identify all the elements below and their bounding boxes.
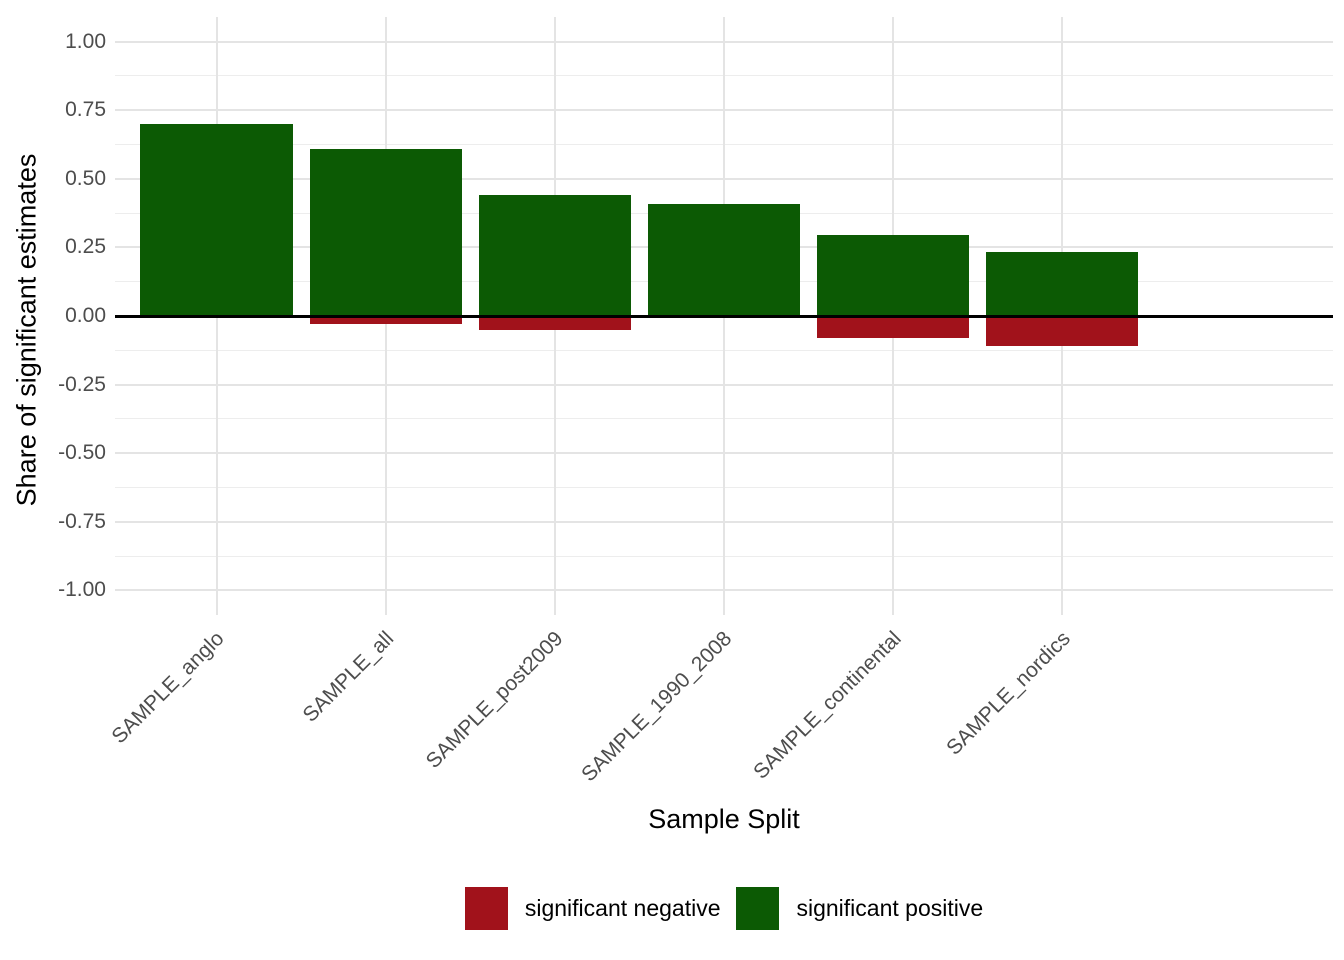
- y-tick-label: -0.75: [58, 509, 106, 533]
- y-tick-label: 0.00: [65, 304, 106, 327]
- bar-positive: [817, 235, 970, 316]
- x-axis-tick-labels: SAMPLE_anglo SAMPLE_all SAMPLE_post2009 SAM…: [108, 627, 1333, 802]
- y-tick-label: -1.00: [58, 578, 106, 602]
- bar-negative: [309, 316, 462, 325]
- x-tick-label: SAMPLE_all: [298, 627, 398, 727]
- x-tick-label: SAMPLE_nordics: [941, 627, 1075, 760]
- x-tick-label: SAMPLE_1990_2008: [577, 627, 737, 787]
- y-tick-label: 1.00: [65, 29, 106, 53]
- bar-positive: [647, 203, 801, 316]
- bar-positive: [478, 195, 631, 316]
- x-axis-title: Sample Split: [648, 804, 800, 834]
- bar-positive: [986, 251, 1139, 316]
- legend-item: significant negative: [464, 886, 721, 930]
- plot-panel: [115, 17, 1333, 615]
- y-tick-label: -0.50: [58, 441, 106, 465]
- y-tick-label: 0.75: [65, 98, 106, 122]
- legend-swatch: [464, 886, 508, 930]
- bar-negative: [817, 316, 970, 338]
- x-tick-label: SAMPLE_anglo: [107, 627, 229, 749]
- x-tick-label: SAMPLE_continental: [748, 627, 906, 784]
- legend: significant negative significant positive: [115, 886, 1333, 930]
- zero-baseline: [115, 314, 1333, 318]
- y-tick-label: -0.25: [58, 372, 106, 396]
- y-axis-tick-labels: 1.00 0.75 0.50 0.25 0.00 -0.25 -0.50 -0.75 -1.00: [0, 17, 106, 615]
- bar-negative: [986, 316, 1139, 347]
- y-tick-label: 0.50: [65, 166, 106, 190]
- legend-item: significant positive: [736, 886, 984, 930]
- bar-positive: [309, 148, 462, 316]
- legend-label: significant positive: [796, 894, 984, 921]
- bar-positive: [140, 123, 293, 316]
- bar-negative: [478, 316, 631, 330]
- x-tick-label: SAMPLE_post2009: [421, 627, 568, 773]
- legend-swatch: [736, 886, 780, 930]
- legend-label: significant negative: [524, 894, 721, 921]
- y-tick-label: 0.25: [65, 235, 106, 259]
